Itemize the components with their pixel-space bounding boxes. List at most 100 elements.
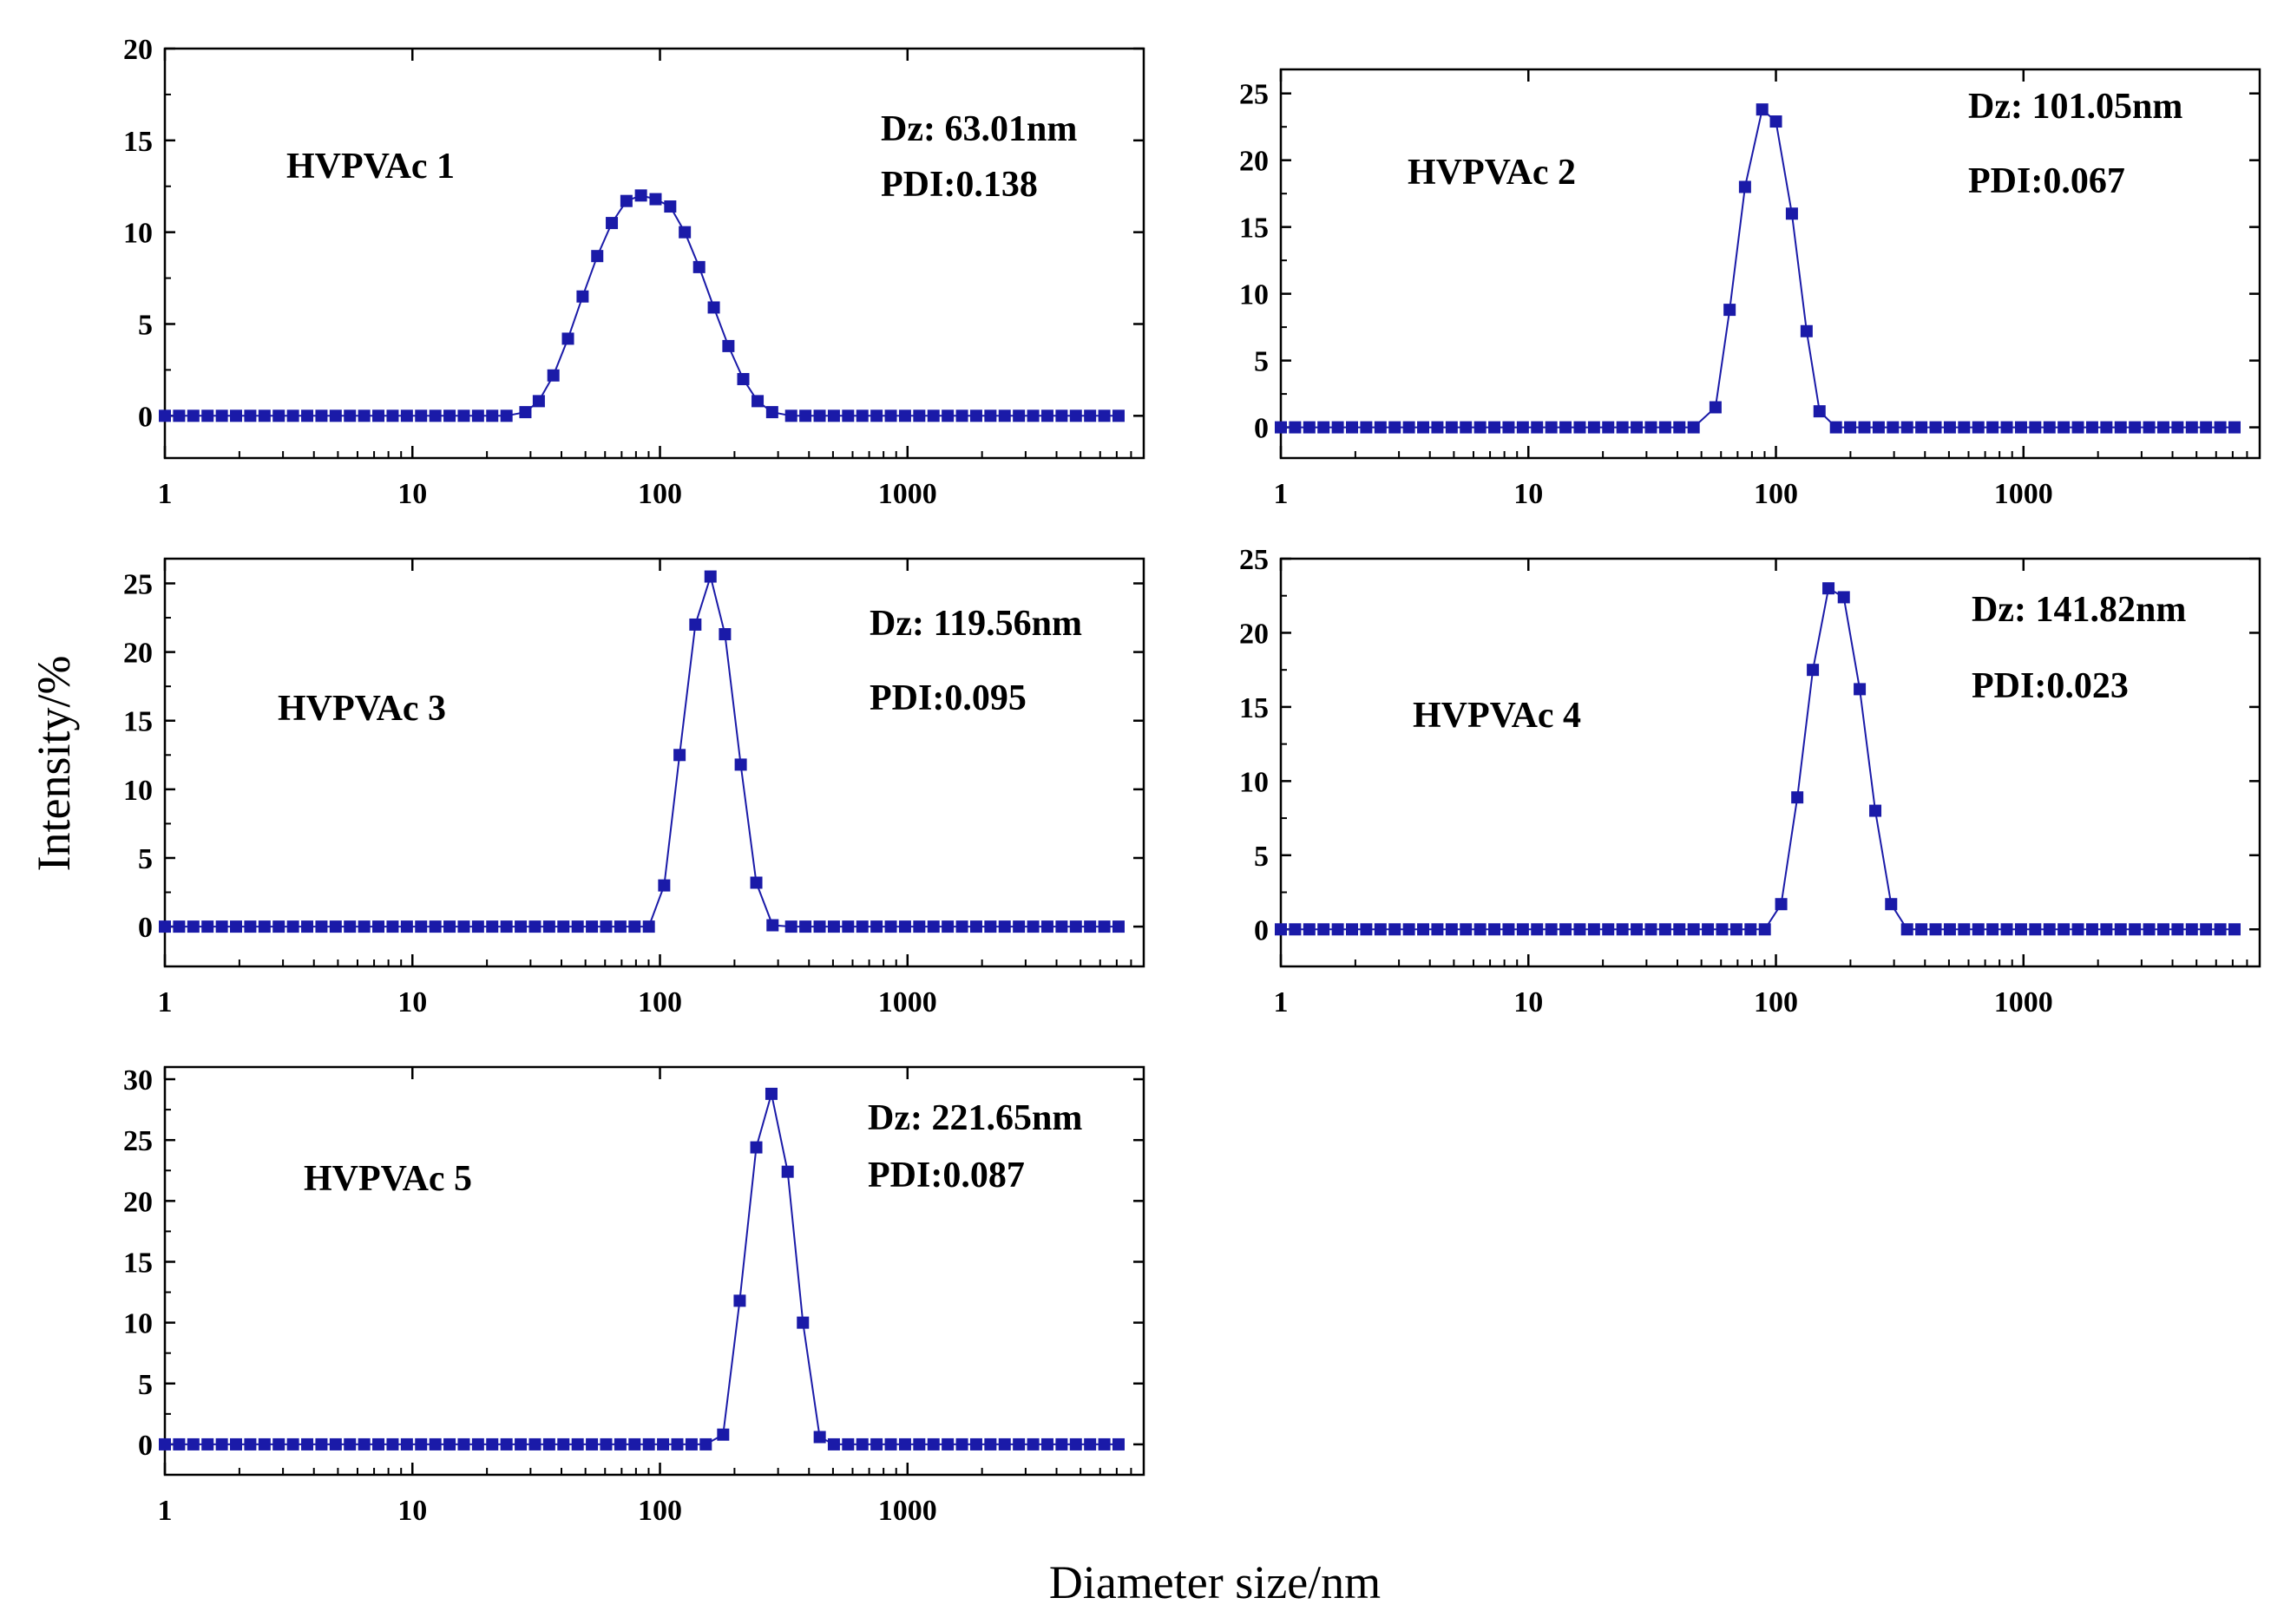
pdi-annotation: PDI:0.067	[1968, 161, 2125, 201]
data-point	[591, 250, 604, 263]
data-point	[429, 920, 442, 933]
data-point	[1275, 421, 1287, 434]
data-point	[1502, 421, 1515, 434]
data-point	[1346, 923, 1359, 936]
data-point	[329, 1437, 342, 1450]
data-point	[1460, 923, 1473, 936]
data-point	[443, 409, 456, 422]
data-point	[386, 409, 399, 422]
y-tick-label: 0	[138, 1430, 153, 1462]
data-point	[1346, 421, 1359, 434]
data-point	[1673, 923, 1686, 936]
data-point	[1460, 421, 1473, 434]
data-point	[486, 1437, 499, 1450]
data-point	[1431, 923, 1444, 936]
data-point	[984, 920, 997, 933]
data-point	[415, 409, 428, 422]
data-point	[1858, 421, 1871, 434]
data-point	[315, 409, 328, 422]
data-point	[628, 1437, 641, 1450]
data-point	[870, 409, 883, 422]
data-point	[519, 406, 532, 419]
data-point	[634, 189, 647, 202]
data-point	[1331, 421, 1344, 434]
data-point	[286, 409, 299, 422]
dz-annotation: Dz: 221.65nm	[868, 1098, 1082, 1138]
data-point	[1958, 923, 1971, 936]
data-point	[1844, 421, 1857, 434]
data-point	[344, 409, 357, 422]
data-point	[998, 920, 1011, 933]
data-point	[173, 920, 186, 933]
data-point	[1112, 1437, 1125, 1450]
data-point	[1807, 664, 1820, 677]
y-tick-label: 20	[123, 1186, 153, 1218]
data-point	[870, 920, 883, 933]
data-point	[704, 570, 717, 583]
data-point	[1027, 409, 1040, 422]
data-point	[429, 409, 442, 422]
data-point	[2071, 421, 2084, 434]
data-point	[1069, 920, 1082, 933]
data-point	[215, 409, 228, 422]
data-point	[1885, 898, 1898, 911]
data-point	[159, 1437, 171, 1450]
data-point	[586, 920, 599, 933]
data-point	[1658, 421, 1671, 434]
data-point	[1738, 180, 1751, 193]
y-tick-label: 5	[138, 1369, 153, 1401]
data-point	[515, 1437, 528, 1450]
data-point	[1829, 421, 1842, 434]
data-point	[1013, 1437, 1026, 1450]
data-point	[1055, 409, 1068, 422]
data-point	[1602, 923, 1615, 936]
data-point	[1027, 920, 1040, 933]
data-point	[471, 409, 484, 422]
data-point	[1758, 923, 1771, 936]
data-point	[2058, 421, 2071, 434]
data-point	[628, 920, 641, 933]
data-point	[344, 920, 357, 933]
data-point	[159, 920, 171, 933]
data-point	[955, 409, 968, 422]
x-tick-label: 1000	[1994, 478, 2053, 510]
pdi-annotation: PDI:0.138	[881, 165, 1038, 205]
data-point	[301, 920, 314, 933]
data-point	[2071, 923, 2084, 936]
data-point	[571, 920, 584, 933]
chart-panel-1: 0 5 10 15 20 1 10 100 1000 HVPVAc 1 Dz: 63.01nm PDI…	[123, 34, 1145, 510]
data-point	[842, 409, 855, 422]
data-point	[1473, 421, 1487, 434]
data-point	[1869, 804, 1882, 817]
data-point	[781, 1165, 794, 1178]
y-tick-label: 15	[1239, 213, 1269, 245]
y-tick-label: 5	[138, 309, 153, 341]
data-point	[386, 920, 399, 933]
data-point	[2100, 923, 2113, 936]
data-point	[842, 920, 855, 933]
data-point	[614, 1437, 627, 1450]
data-point	[1027, 1437, 1040, 1450]
data-point	[942, 920, 955, 933]
data-point	[1785, 207, 1798, 220]
data-point	[1516, 923, 1529, 936]
data-point	[1545, 421, 1558, 434]
data-point	[1854, 683, 1867, 696]
data-point	[884, 409, 897, 422]
data-point	[942, 1437, 955, 1450]
data-point	[913, 409, 926, 422]
data-point	[443, 1437, 456, 1450]
data-point	[471, 1437, 484, 1450]
data-point	[486, 920, 499, 933]
data-point	[2171, 421, 2184, 434]
data-point	[1488, 421, 1501, 434]
data-point	[765, 1087, 778, 1100]
data-point	[1716, 923, 1729, 936]
data-point	[884, 1437, 897, 1450]
data-point	[1360, 421, 1373, 434]
data-point	[1289, 923, 1302, 936]
dz-annotation: Dz: 119.56nm	[870, 604, 1082, 644]
data-point	[1502, 923, 1515, 936]
plot-frame	[163, 47, 1145, 460]
data-point	[301, 1437, 314, 1450]
